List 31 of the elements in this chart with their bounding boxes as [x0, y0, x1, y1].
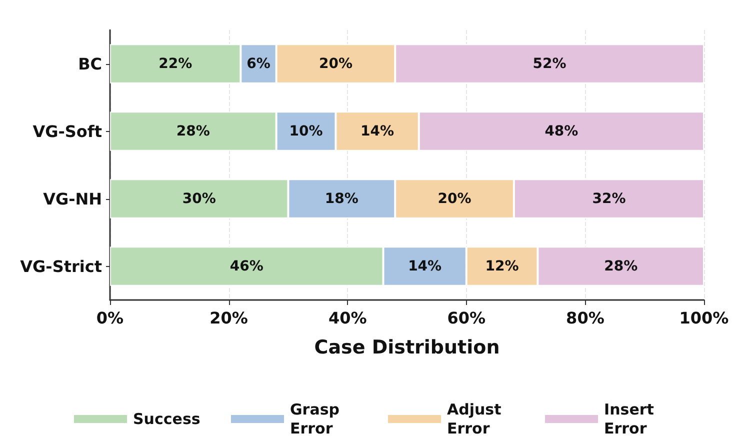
data-label: 46% — [230, 258, 264, 274]
data-label: 32% — [592, 190, 626, 207]
legend-label: Grasp Error — [290, 400, 345, 438]
data-label: 28% — [176, 123, 210, 140]
data-label: 30% — [182, 190, 216, 207]
data-label: 20% — [318, 56, 352, 72]
x-axis-title: Case Distribution — [314, 336, 500, 358]
x-tick-label: 60% — [447, 308, 486, 328]
data-label: 52% — [532, 56, 566, 72]
data-label: 28% — [604, 258, 638, 274]
data-label: 22% — [158, 56, 192, 72]
y-tick-label: VG-Strict — [20, 256, 102, 276]
x-tick-label: 80% — [566, 308, 604, 328]
data-label: 20% — [438, 190, 472, 207]
data-label: 48% — [544, 123, 578, 140]
y-tick-label: VG-Soft — [32, 122, 102, 141]
x-tick-label: 0% — [96, 308, 124, 328]
x-tick-label: 100% — [679, 308, 729, 328]
x-tick-label: 20% — [210, 308, 248, 328]
data-label: 18% — [324, 190, 358, 207]
legend-label: Success — [133, 410, 200, 428]
data-label: 14% — [408, 258, 442, 274]
legend-label: Insert Error — [604, 400, 660, 438]
data-label: 10% — [289, 123, 323, 140]
data-label: 6% — [246, 56, 270, 72]
y-tick-label: BC — [78, 54, 102, 74]
legend-label: Adjust Error — [447, 400, 506, 438]
data-label: 14% — [360, 123, 394, 140]
data-label: 12% — [485, 258, 519, 274]
y-tick-label: VG-NH — [43, 189, 102, 208]
x-tick-label: 40% — [328, 308, 367, 328]
